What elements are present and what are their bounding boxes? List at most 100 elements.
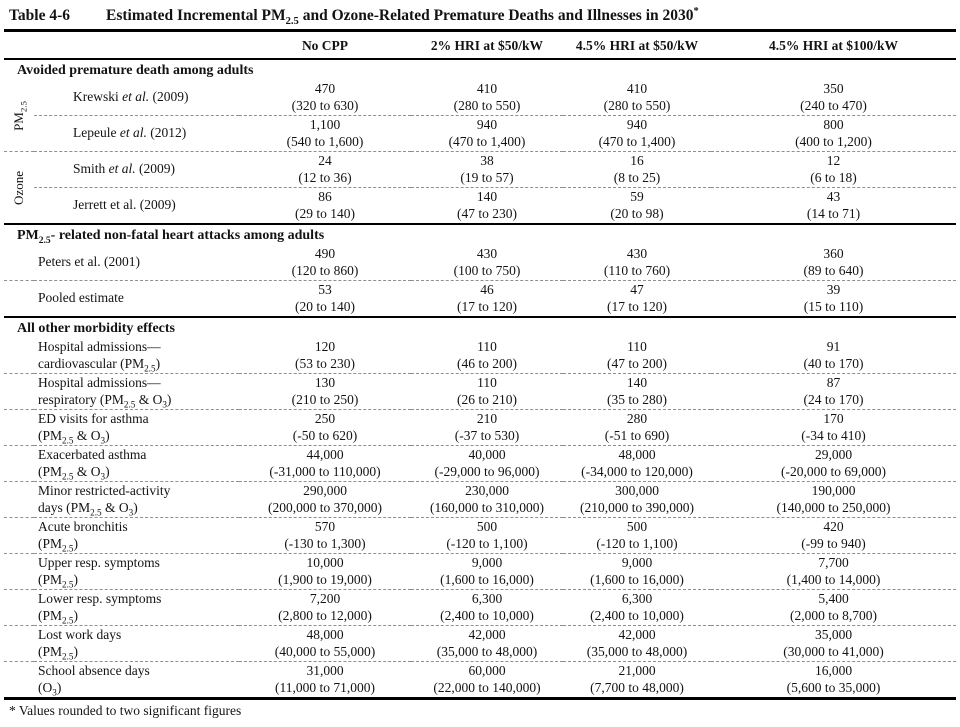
- value-cell: 420 (-99 to 940): [711, 517, 956, 554]
- estimate-value: 7,700: [818, 555, 849, 570]
- estimate-value: 6,300: [471, 591, 503, 606]
- estimate-value: 60,000: [468, 663, 506, 678]
- table-row: Lepeule et al. (2012) 1,100 (540 to 1,600)…: [4, 115, 956, 152]
- row-label: Peters et al. (2001): [4, 245, 239, 281]
- value-cell: 360 (89 to 640): [711, 245, 956, 281]
- estimate-value: 800: [823, 117, 844, 132]
- row-label: Hospital admissions— cardiovascular (PM2.…: [4, 338, 239, 374]
- value-cell: 120 (53 to 230): [239, 338, 411, 374]
- confidence-interval: (200,000 to 370,000): [268, 499, 382, 515]
- value-cell: 250 (-50 to 620): [239, 409, 411, 446]
- estimate-value: 9,000: [471, 555, 503, 570]
- confidence-interval: (6 to 18): [810, 169, 857, 185]
- confidence-interval: (1,900 to 19,000): [278, 571, 372, 587]
- estimate-value: 16,000: [814, 663, 853, 678]
- value-cell: 940 (470 to 1,400): [411, 115, 563, 152]
- row-label: Lost work days (PM2.5): [4, 625, 239, 662]
- study-name: Smith et al. (2009): [73, 161, 176, 177]
- estimate-value: 570: [314, 519, 336, 534]
- value-cell: 500 (-120 to 1,100): [563, 517, 711, 554]
- confidence-interval: (120 to 860): [291, 262, 359, 278]
- confidence-interval: (7,700 to 48,000): [590, 679, 684, 695]
- confidence-interval: (-31,000 to 110,000): [269, 463, 381, 479]
- value-cell: 800 (400 to 1,200): [711, 115, 956, 152]
- confidence-interval: (-120 to 1,100): [446, 535, 528, 551]
- confidence-interval: (-34,000 to 120,000): [581, 463, 693, 479]
- row-label-line: Hospital admissions—: [38, 339, 161, 354]
- value-cell: 38 (19 to 57): [411, 151, 563, 188]
- confidence-interval: (-51 to 690): [604, 427, 670, 443]
- table-row: Ozone Smith et al. (2009) 24 (12 to 36) 38 (1…: [4, 151, 956, 224]
- row-label-line: Hospital admissions—: [38, 375, 161, 390]
- table-number: Table 4-6: [9, 7, 71, 24]
- study-name: Lepeule et al. (2012): [73, 125, 187, 141]
- estimate-value: 350: [823, 81, 844, 96]
- value-cell: 9,000 (1,600 to 16,000): [563, 553, 711, 590]
- confidence-interval: (29 to 140): [295, 205, 355, 221]
- estimate-value: 16: [630, 153, 644, 168]
- estimate-value: 21,000: [618, 663, 656, 678]
- value-cell: 40,000 (-29,000 to 96,000): [411, 445, 563, 482]
- corner-cell: [4, 32, 239, 59]
- value-cell: 29,000 (-20,000 to 69,000): [711, 445, 956, 482]
- estimate-value: 110: [627, 339, 647, 354]
- confidence-interval: (5,600 to 35,000): [786, 679, 881, 695]
- data-table: No CPP 2% HRI at $50/kW 4.5% HRI at $50/…: [4, 32, 956, 700]
- confidence-interval: (19 to 57): [460, 169, 514, 185]
- estimate-value: 42,000: [468, 627, 506, 642]
- value-cell: 48,000 (-34,000 to 120,000): [563, 445, 711, 482]
- table-row: Upper resp. symptoms (PM2.5) 10,000 (1,900 …: [4, 553, 956, 590]
- row-label: Lepeule et al. (2012): [34, 115, 239, 152]
- value-cell: 470 (320 to 630): [239, 80, 411, 116]
- value-cell: 35,000 (30,000 to 41,000): [711, 625, 956, 662]
- confidence-interval: (40 to 170): [803, 355, 864, 371]
- section-header-row: Avoided premature death among adults: [4, 58, 956, 80]
- value-cell: 490 (120 to 860): [239, 245, 411, 281]
- confidence-interval: (470 to 1,400): [448, 133, 526, 149]
- row-label: School absence days (O3): [4, 661, 239, 699]
- estimate-value: 430: [476, 246, 498, 261]
- estimate-value: 40,000: [468, 447, 506, 462]
- value-cell: 42,000 (35,000 to 48,000): [563, 625, 711, 662]
- value-cell: 12 (6 to 18): [711, 151, 956, 188]
- estimate-value: 410: [626, 81, 648, 96]
- section-header: All other morbidity effects: [4, 316, 956, 338]
- value-cell: 300,000 (210,000 to 390,000): [563, 481, 711, 518]
- row-label-line: ED visits for asthma: [38, 411, 149, 426]
- confidence-interval: (160,000 to 310,000): [430, 499, 544, 515]
- estimate-value: 39: [826, 282, 841, 297]
- confidence-interval: (-37 to 530): [454, 427, 520, 443]
- section-header: PM2.5- related non-fatal heart attacks a…: [4, 223, 956, 245]
- confidence-interval: (53 to 230): [295, 355, 355, 371]
- estimate-value: 44,000: [306, 447, 344, 462]
- confidence-interval: (280 to 550): [453, 97, 521, 113]
- confidence-interval: (2,400 to 10,000): [590, 607, 684, 623]
- estimate-value: 29,000: [814, 447, 853, 462]
- confidence-interval: (-50 to 620): [292, 427, 358, 443]
- table-row: Lower resp. symptoms (PM2.5) 7,200 (2,800 t…: [4, 589, 956, 626]
- section-header-row: All other morbidity effects: [4, 316, 956, 338]
- confidence-interval: (100 to 750): [453, 262, 521, 278]
- value-cell: 10,000 (1,900 to 19,000): [239, 553, 411, 590]
- row-label: Exacerbated asthma (PM2.5 & O3): [4, 445, 239, 482]
- table-row: School absence days (O3) 31,000 (11,000 to …: [4, 661, 956, 699]
- value-cell: 430 (110 to 760): [563, 245, 711, 281]
- column-header-4-5pct-hri-100: 4.5% HRI at $100/kW: [768, 37, 898, 53]
- table-row: Peters et al. (2001) 490 (120 to 860) 430 (1…: [4, 245, 956, 281]
- confidence-interval: (-130 to 1,300): [284, 535, 366, 551]
- value-cell: 47 (17 to 120): [563, 280, 711, 317]
- estimate-value: 12: [826, 153, 841, 168]
- study-name: Peters et al. (2001): [38, 254, 140, 270]
- estimate-value: 31,000: [306, 663, 344, 678]
- value-cell: 87 (24 to 170): [711, 373, 956, 410]
- estimate-value: 120: [314, 339, 336, 354]
- confidence-interval: (2,400 to 10,000): [440, 607, 534, 623]
- value-cell: 16 (8 to 25): [563, 151, 711, 188]
- row-label: Minor restricted-activity days (PM2.5 & O…: [4, 481, 239, 518]
- confidence-interval: (280 to 550): [603, 97, 671, 113]
- confidence-interval: (-20,000 to 69,000): [781, 463, 886, 479]
- estimate-value: 43: [826, 189, 841, 204]
- confidence-interval: (17 to 120): [607, 298, 667, 314]
- confidence-interval: (240 to 470): [800, 97, 867, 113]
- row-label: Upper resp. symptoms (PM2.5): [4, 553, 239, 590]
